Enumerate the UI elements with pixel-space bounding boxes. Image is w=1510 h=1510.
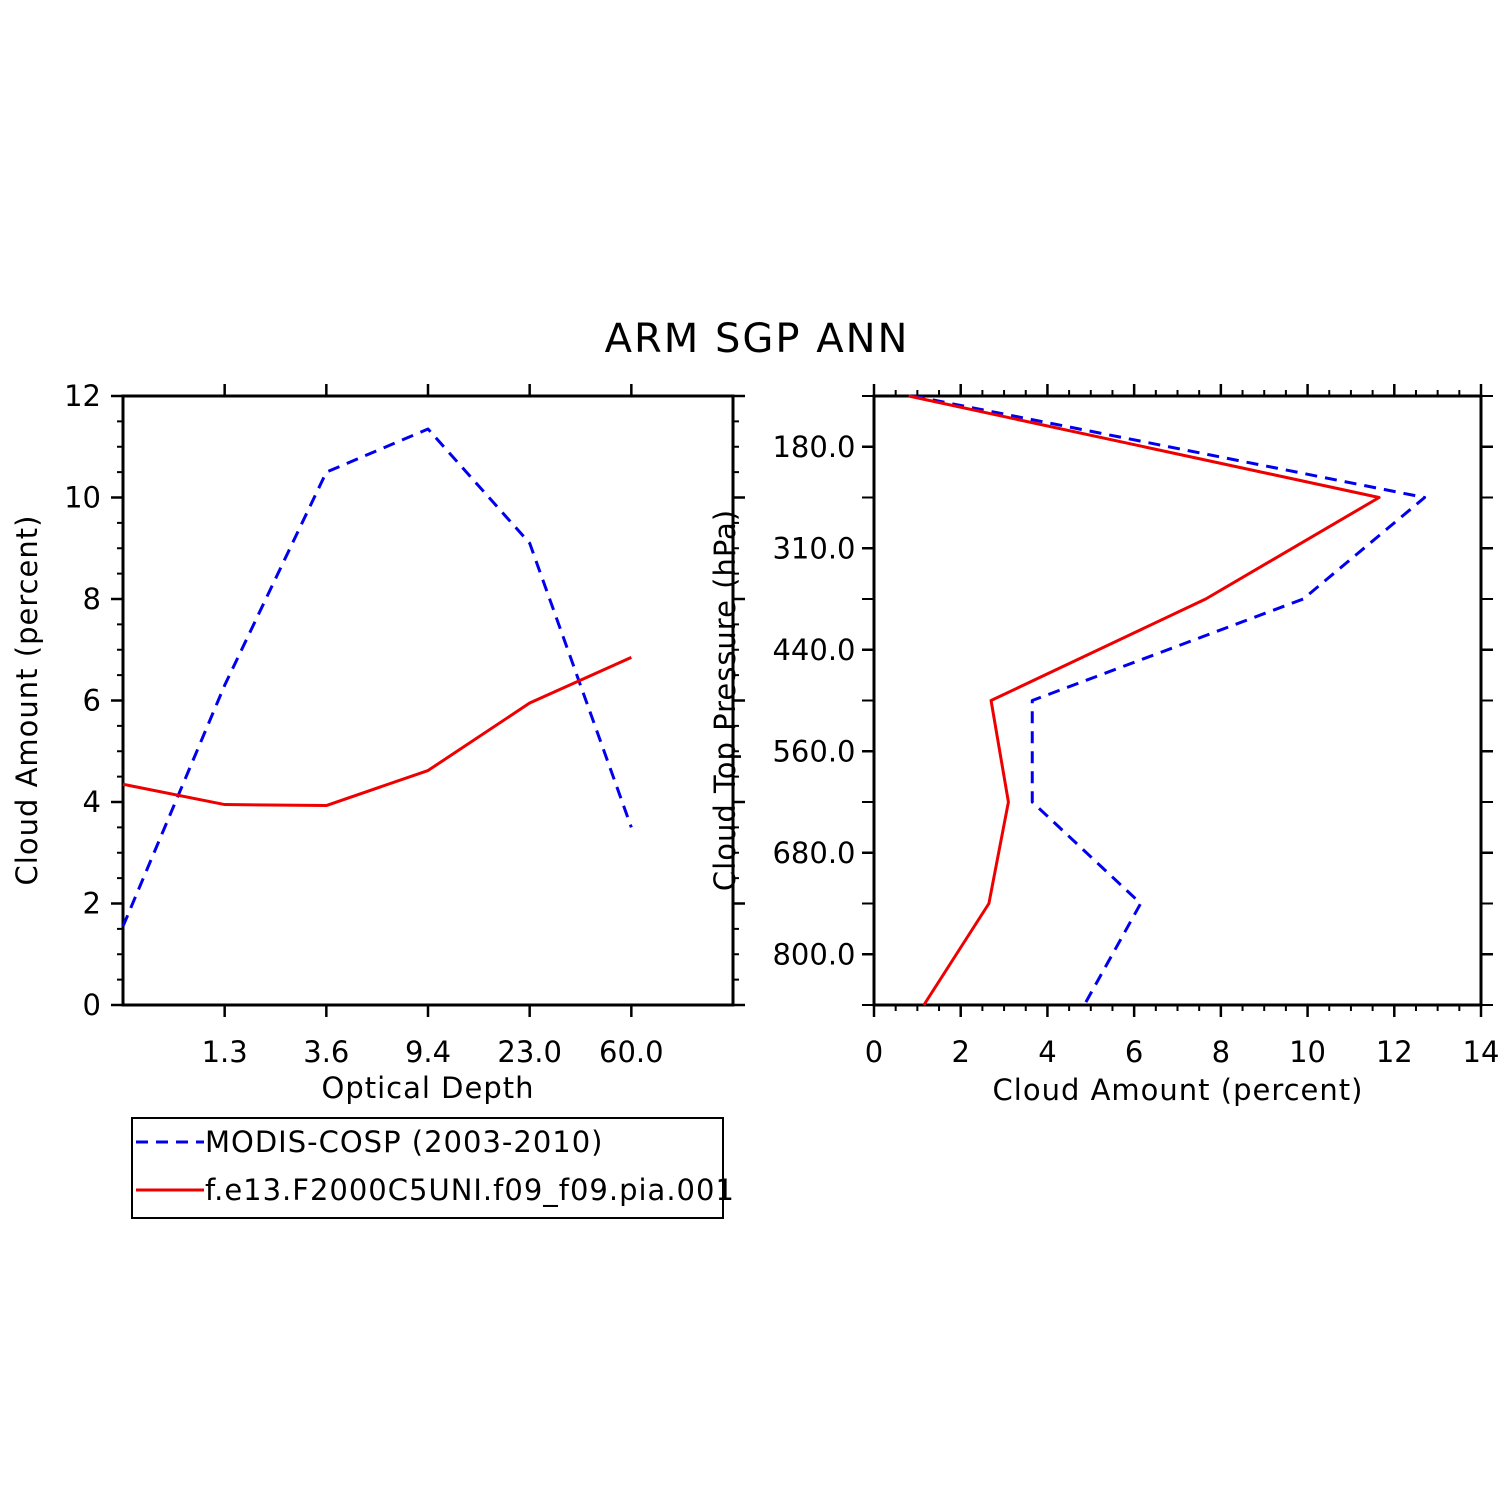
right-series-model-line: [908, 394, 1381, 1006]
left-y-tick-label: 12: [64, 379, 101, 413]
right-axis-ticks: 0 2 4 6 8 10 12 14 180.0 310.0 440.0 560.0 680.0 800.…: [772, 384, 1499, 1069]
right-y-tick-label: 800.0: [772, 937, 855, 971]
left-y-tick-label: 4: [83, 785, 101, 819]
legend-label-modis: MODIS-COSP (2003-2010): [205, 1125, 604, 1159]
left-x-tick-label: 23.0: [497, 1035, 562, 1069]
left-plot-frame: [121, 394, 735, 1007]
right-x-tick-label: 2: [951, 1035, 969, 1069]
left-y-axis-label: Cloud Amount (percent): [10, 515, 44, 886]
right-y-tick-label: 560.0: [772, 734, 855, 768]
figure-title: ARM SGP ANN: [605, 316, 910, 362]
left-chart: 0 2 4 6 8 10 12 1.3 3.6 9.4 23.0 60.0 Optical Depth…: [10, 379, 745, 1105]
right-y-tick-label: 440.0: [772, 633, 855, 667]
right-x-tick-label: 10: [1289, 1035, 1326, 1069]
right-y-tick-label: 180.0: [772, 430, 855, 464]
right-y-axis-label: Cloud Top Pressure (hPa): [708, 509, 742, 891]
right-x-tick-label: 8: [1212, 1035, 1230, 1069]
right-x-axis-label: Cloud Amount (percent): [993, 1073, 1364, 1107]
left-x-tick-label: 9.4: [405, 1035, 451, 1069]
left-series-model-line: [122, 655, 632, 808]
right-x-tick-label: 4: [1038, 1035, 1056, 1069]
left-x-tick-label: 3.6: [303, 1035, 349, 1069]
left-y-tick-label: 8: [83, 582, 101, 616]
left-series-group: [121, 427, 633, 927]
left-axis-ticks: 0 2 4 6 8 10 12 1.3 3.6 9.4 23.0 60.0: [64, 379, 745, 1069]
right-x-tick-label: 14: [1463, 1035, 1500, 1069]
right-chart: 0 2 4 6 8 10 12 14 180.0 310.0 440.0 560.0 680.0 800.…: [708, 384, 1499, 1107]
left-y-tick-label: 6: [83, 684, 101, 718]
right-x-tick-label: 6: [1125, 1035, 1143, 1069]
left-x-tick-label: 1.3: [202, 1035, 248, 1069]
left-y-tick-label: 2: [83, 887, 101, 921]
right-series-modis-line: [912, 394, 1427, 1006]
right-y-tick-label: 310.0: [772, 531, 855, 565]
right-series-group: [908, 394, 1427, 1006]
right-x-tick-label: 0: [865, 1035, 883, 1069]
legend: MODIS-COSP (2003-2010) f.e13.F2000C5UNI.…: [131, 1117, 735, 1219]
left-series-modis-line: [121, 427, 633, 927]
left-x-axis-label: Optical Depth: [322, 1071, 535, 1105]
left-y-tick-label: 0: [83, 988, 101, 1022]
right-x-tick-label: 12: [1376, 1035, 1413, 1069]
right-y-tick-label: 680.0: [772, 836, 855, 870]
legend-box: [131, 1117, 724, 1219]
legend-label-model: f.e13.F2000C5UNI.f09_f09.pia.001: [205, 1173, 735, 1207]
right-plot-frame: [872, 394, 1483, 1007]
left-x-tick-label: 60.0: [599, 1035, 664, 1069]
left-y-tick-label: 10: [64, 481, 101, 515]
